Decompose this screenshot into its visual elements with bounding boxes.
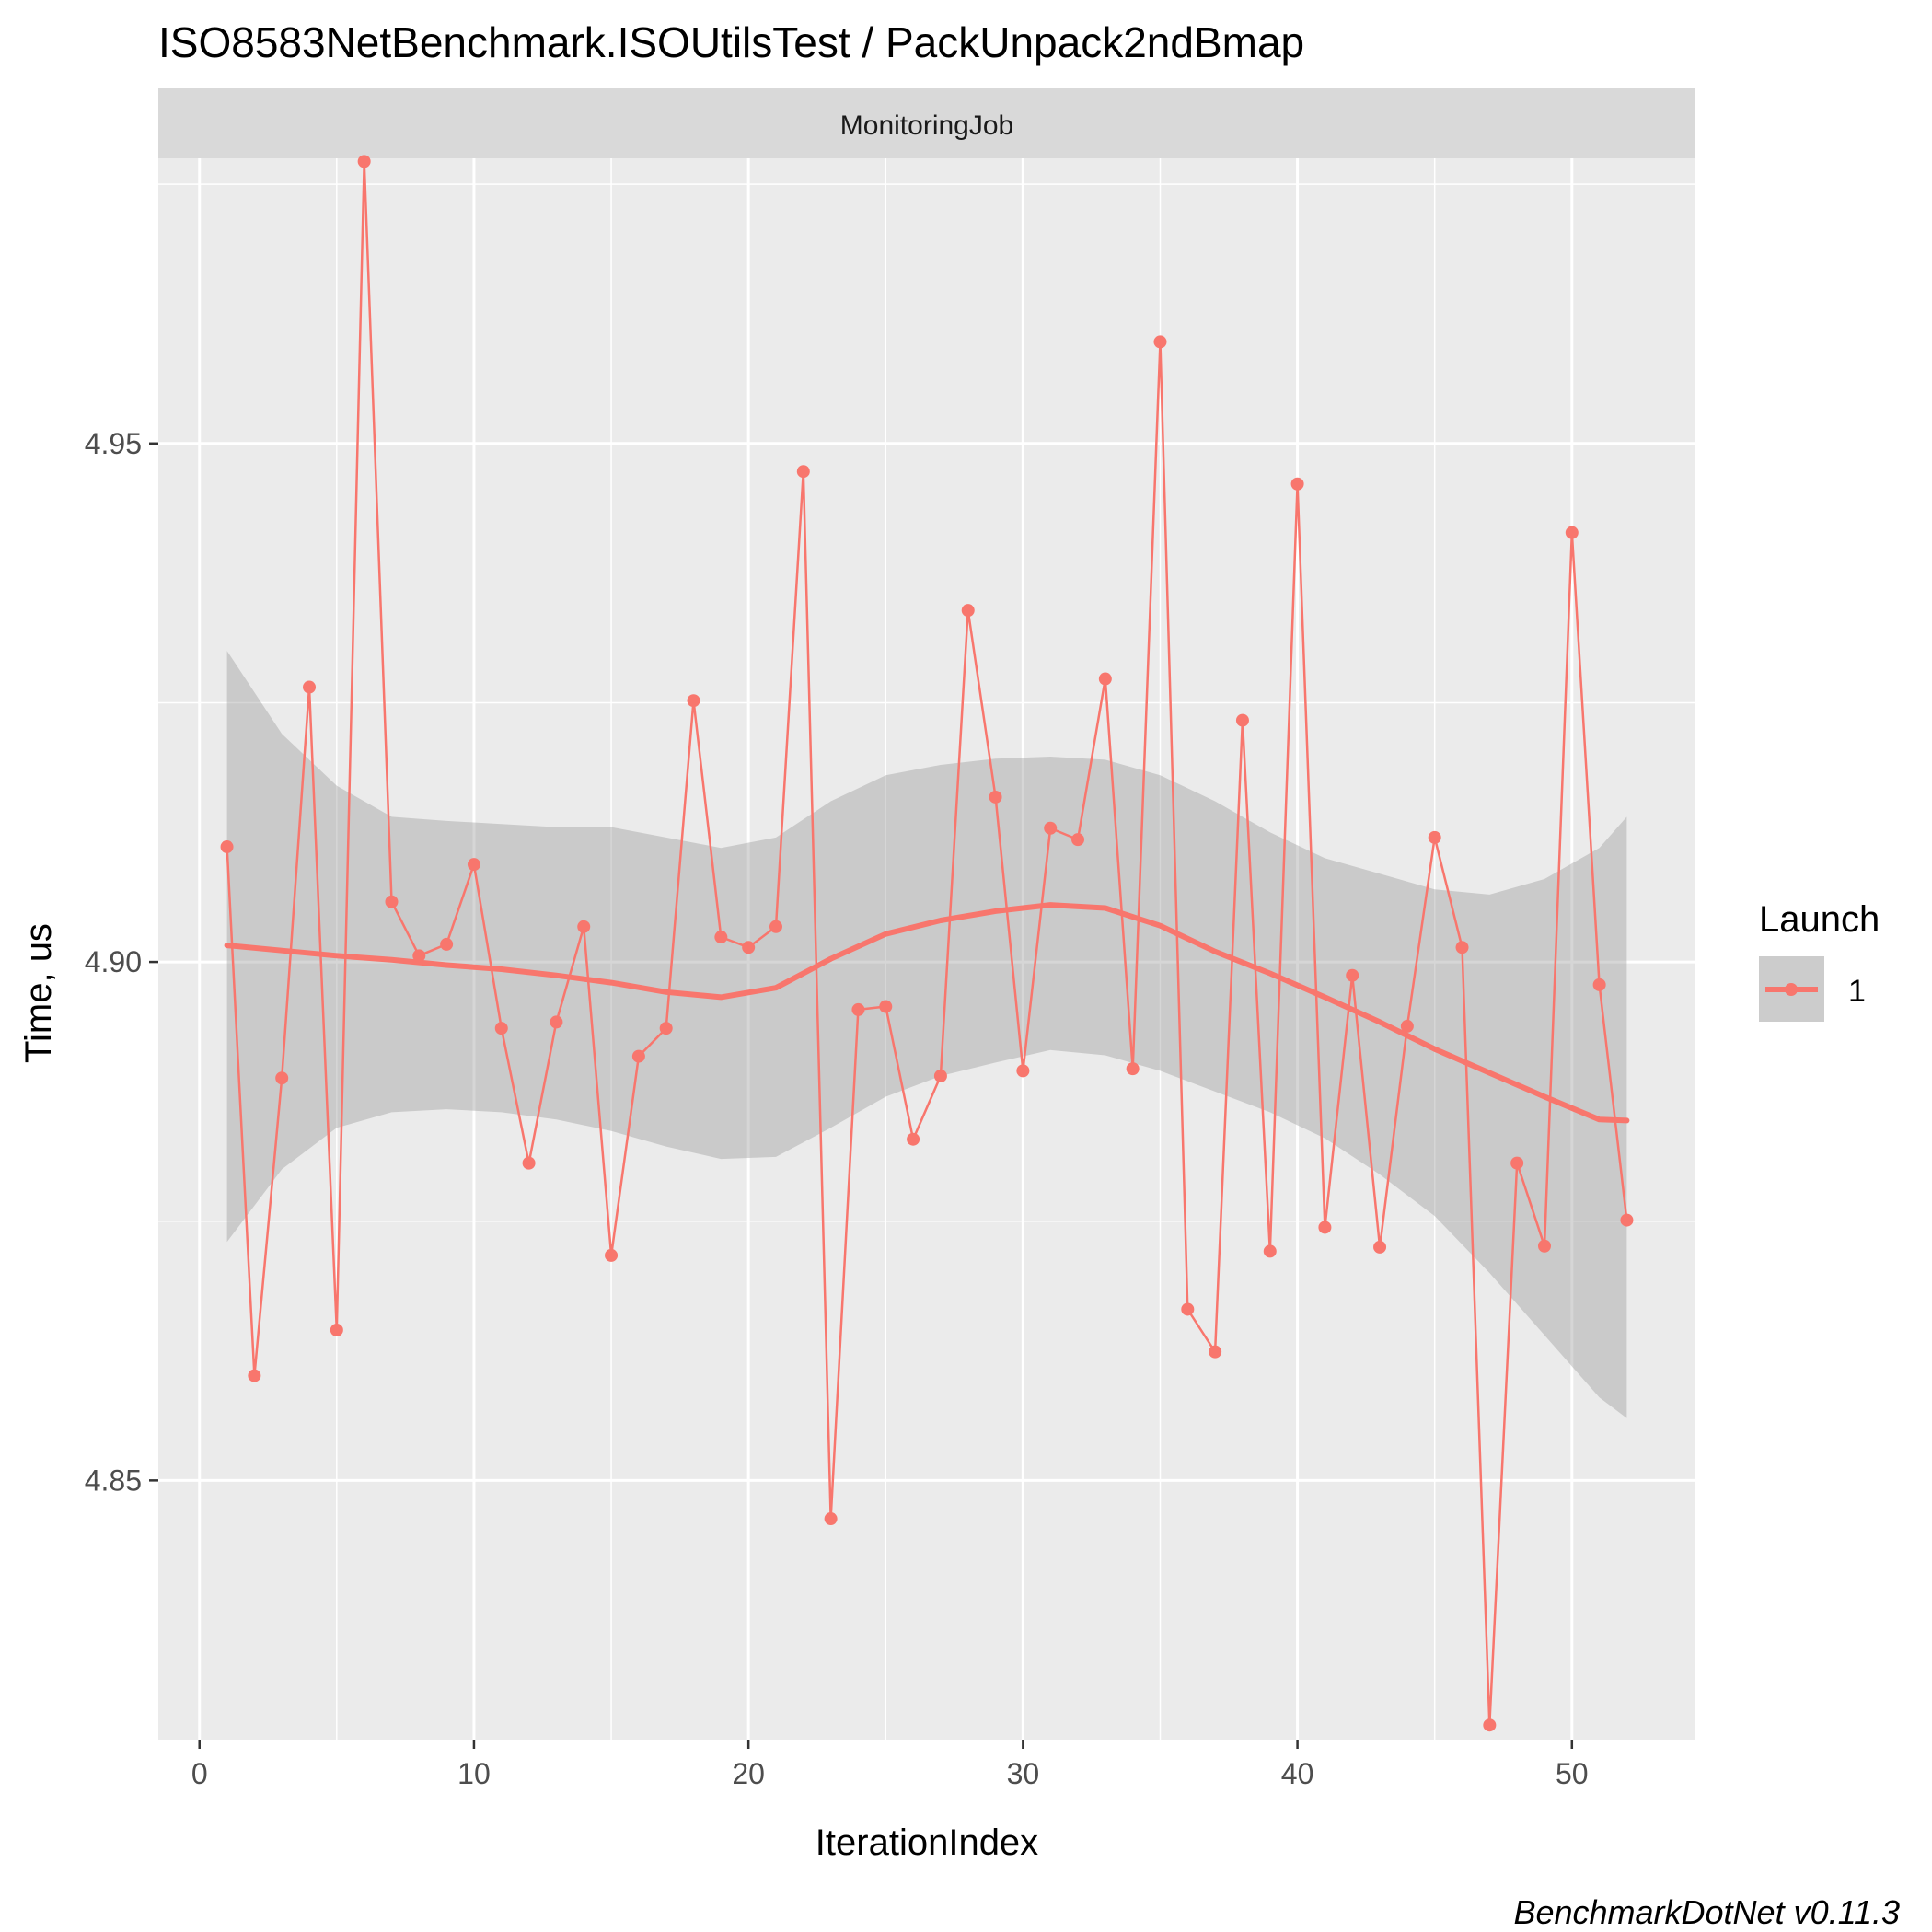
legend-title: Launch [1759,899,1880,940]
data-point [1592,978,1606,991]
data-point [879,1000,893,1013]
data-point [1318,1221,1332,1234]
data-point [220,840,234,854]
caption: BenchmarkDotNet v0.11.3 [1513,1893,1900,1931]
data-point [1455,941,1469,954]
data-point [659,1022,673,1035]
y-axis-label: Time, us [18,923,59,1063]
data-point [550,1015,563,1029]
data-points [220,155,1634,1732]
x-tick-label: 20 [732,1757,765,1790]
data-point [330,1324,343,1337]
y-tick-label: 4.90 [85,945,142,978]
legend-key-point [1785,983,1798,996]
data-point [1565,526,1579,539]
legend: Launch 1 [1759,899,1880,1022]
data-point [1620,1213,1634,1227]
data-point [769,920,782,933]
data-point [1346,968,1359,982]
data-point [1510,1156,1524,1170]
data-point [357,155,371,168]
data-point [412,949,426,963]
x-tick-label: 50 [1556,1757,1589,1790]
data-point [851,1002,865,1016]
x-tick-label: 10 [457,1757,491,1790]
data-point [303,680,317,694]
data-point [1044,821,1058,835]
confidence-band-area [226,651,1627,1418]
data-point [742,941,756,954]
data-point [1290,477,1304,491]
series-line-1 [226,160,1628,1727]
data-point [961,604,975,618]
data-point [522,1156,536,1170]
facet-label: MonitoringJob [840,110,1013,141]
data-point [687,694,700,708]
facet-strip [158,88,1695,158]
x-tick-label: 40 [1281,1757,1314,1790]
smooth-trend-line [224,902,1630,1124]
data-point [1263,1244,1277,1258]
data-point [1537,1239,1551,1253]
data-point [907,1132,920,1146]
grid-major [158,158,1695,1740]
data-point [1016,1064,1030,1078]
data-point [1483,1718,1497,1732]
data-point [714,931,728,944]
data-point [494,1022,508,1035]
grid-minor [158,158,1695,1740]
data-point [1181,1302,1195,1316]
data-point [1071,833,1085,847]
x-axis-label: IterationIndex [816,1822,1038,1863]
x-axis: 0 10 20 30 40 50 [191,1740,1589,1790]
data-point [1400,1019,1414,1033]
data-point [824,1512,838,1526]
data-point [796,465,810,479]
data-point [577,920,591,933]
data-point [933,1070,947,1083]
data-line-layer [226,160,1628,1727]
smooth-line-layer [224,902,1630,1124]
y-tick-label: 4.85 [85,1463,142,1497]
data-point [248,1369,261,1382]
data-point [385,895,399,908]
data-point [1098,672,1112,686]
data-point [275,1071,289,1085]
confidence-band [226,651,1627,1418]
x-tick-label: 0 [191,1757,208,1790]
data-point [631,1049,645,1063]
data-point [989,790,1002,804]
y-tick-label: 4.95 [85,427,142,460]
data-point [1373,1240,1387,1254]
data-point [1428,830,1441,844]
data-point [1126,1062,1140,1076]
data-point [1153,335,1167,349]
y-axis: 4.85 4.90 4.95 [85,427,158,1497]
data-point [1235,713,1249,727]
legend-entry-1: 1 [1848,974,1866,1009]
data-point [440,937,454,951]
chart-title: ISO8583NetBenchmark.ISOUtilsTest / PackU… [158,18,1304,66]
data-point [1209,1345,1222,1359]
data-point [467,858,480,872]
data-point [605,1248,619,1262]
x-tick-label: 30 [1007,1757,1040,1790]
